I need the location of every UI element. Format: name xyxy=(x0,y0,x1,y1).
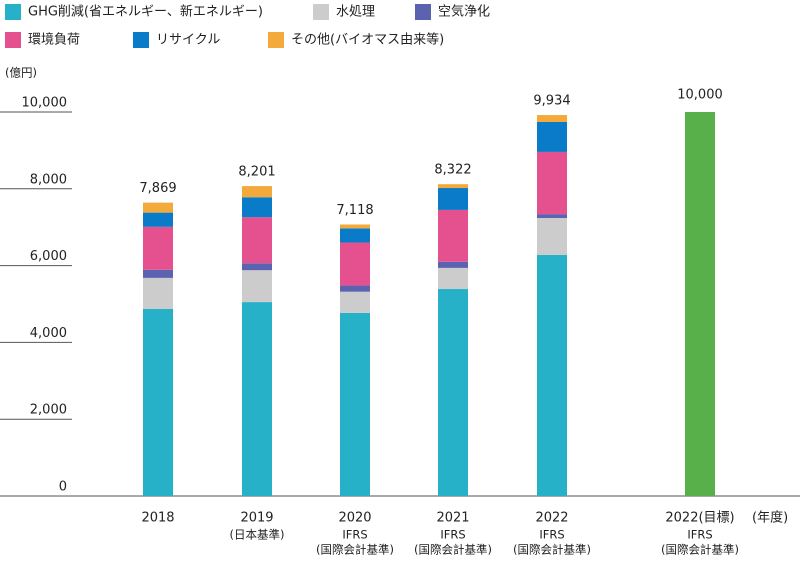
bar-segment xyxy=(242,270,272,303)
legend-label: リサイクル xyxy=(156,33,220,48)
bar-segment xyxy=(537,151,567,215)
legend-swatch xyxy=(5,32,21,48)
x-tick-label: 2021 xyxy=(436,511,469,526)
bar-segment xyxy=(438,261,468,268)
x-tick-note: IFRS xyxy=(342,528,367,542)
total-label: 7,869 xyxy=(139,181,176,196)
x-tick-note: (国際会計基準) xyxy=(316,543,394,557)
bar-segment xyxy=(537,217,567,255)
total-label: 7,118 xyxy=(336,203,373,218)
bar-segment xyxy=(242,217,272,264)
y-tick-label: 8,000 xyxy=(30,172,67,187)
legend-swatch xyxy=(415,4,431,20)
bar-segment xyxy=(143,277,173,309)
x-tick-note: (日本基準) xyxy=(230,528,285,542)
bar-segment xyxy=(143,269,173,278)
total-label: 8,322 xyxy=(434,163,471,178)
y-tick-label: 10,000 xyxy=(22,96,68,111)
bar-segment xyxy=(537,214,567,218)
total-label: 8,201 xyxy=(238,165,275,180)
x-tick-label: 2018 xyxy=(141,511,174,526)
legend-swatch xyxy=(313,4,329,20)
bar-segment xyxy=(340,228,370,243)
bar-segment xyxy=(242,197,272,218)
legend-label: その他(バイオマス由来等) xyxy=(291,32,444,48)
target-label: 10,000 xyxy=(677,88,723,103)
legend-label: GHG削減(省エネルギー、新エネルギー) xyxy=(28,4,263,20)
bar-segment xyxy=(438,289,468,496)
x-tick-label: 2022 xyxy=(535,511,568,526)
bar-segment xyxy=(340,242,370,286)
bar-segment xyxy=(242,186,272,198)
legend-swatch xyxy=(268,32,284,48)
total-label: 9,934 xyxy=(533,94,570,109)
x-tick-note: (国際会計基準) xyxy=(513,543,591,557)
legend-label: 環境負荷 xyxy=(28,33,80,48)
legend-swatch xyxy=(5,4,21,20)
bar-segment xyxy=(242,302,272,496)
x-tick-label: 2019 xyxy=(240,511,273,526)
bar-segment xyxy=(438,184,468,189)
x-tick-note: (国際会計基準) xyxy=(414,543,492,557)
y-tick-label: 4,000 xyxy=(30,326,67,341)
bar-segment xyxy=(537,254,567,496)
x-tick-label: 2022(目標) xyxy=(665,511,734,526)
x-unit: (年度) xyxy=(752,510,788,526)
bar-segment xyxy=(340,312,370,496)
bar-segment xyxy=(143,226,173,270)
bar-segment xyxy=(340,224,370,229)
y-tick-label: 0 xyxy=(59,480,67,495)
bar-segment xyxy=(340,291,370,313)
y-tick-label: 6,000 xyxy=(30,249,67,264)
legend-swatch xyxy=(133,32,149,48)
target-bar xyxy=(685,112,715,496)
x-tick-note: IFRS xyxy=(687,528,712,542)
x-tick-label: 2020 xyxy=(338,511,371,526)
bar-segment xyxy=(537,115,567,122)
x-tick-note: IFRS xyxy=(539,528,564,542)
bar-segment xyxy=(242,263,272,271)
x-tick-note: (国際会計基準) xyxy=(661,543,739,557)
y-unit: (億円) xyxy=(5,66,37,80)
bar-segment xyxy=(143,212,173,227)
bar-segment xyxy=(438,267,468,290)
bar-segment xyxy=(143,202,173,213)
legend-label: 空気浄化 xyxy=(438,4,490,20)
legend-label: 水処理 xyxy=(336,5,375,20)
x-tick-note: IFRS xyxy=(440,528,465,542)
bar-segment xyxy=(143,308,173,496)
bar-segment xyxy=(340,285,370,292)
bar-segment xyxy=(537,121,567,152)
bar-segment xyxy=(438,188,468,210)
bar-segment xyxy=(438,209,468,262)
y-tick-label: 2,000 xyxy=(30,403,67,418)
